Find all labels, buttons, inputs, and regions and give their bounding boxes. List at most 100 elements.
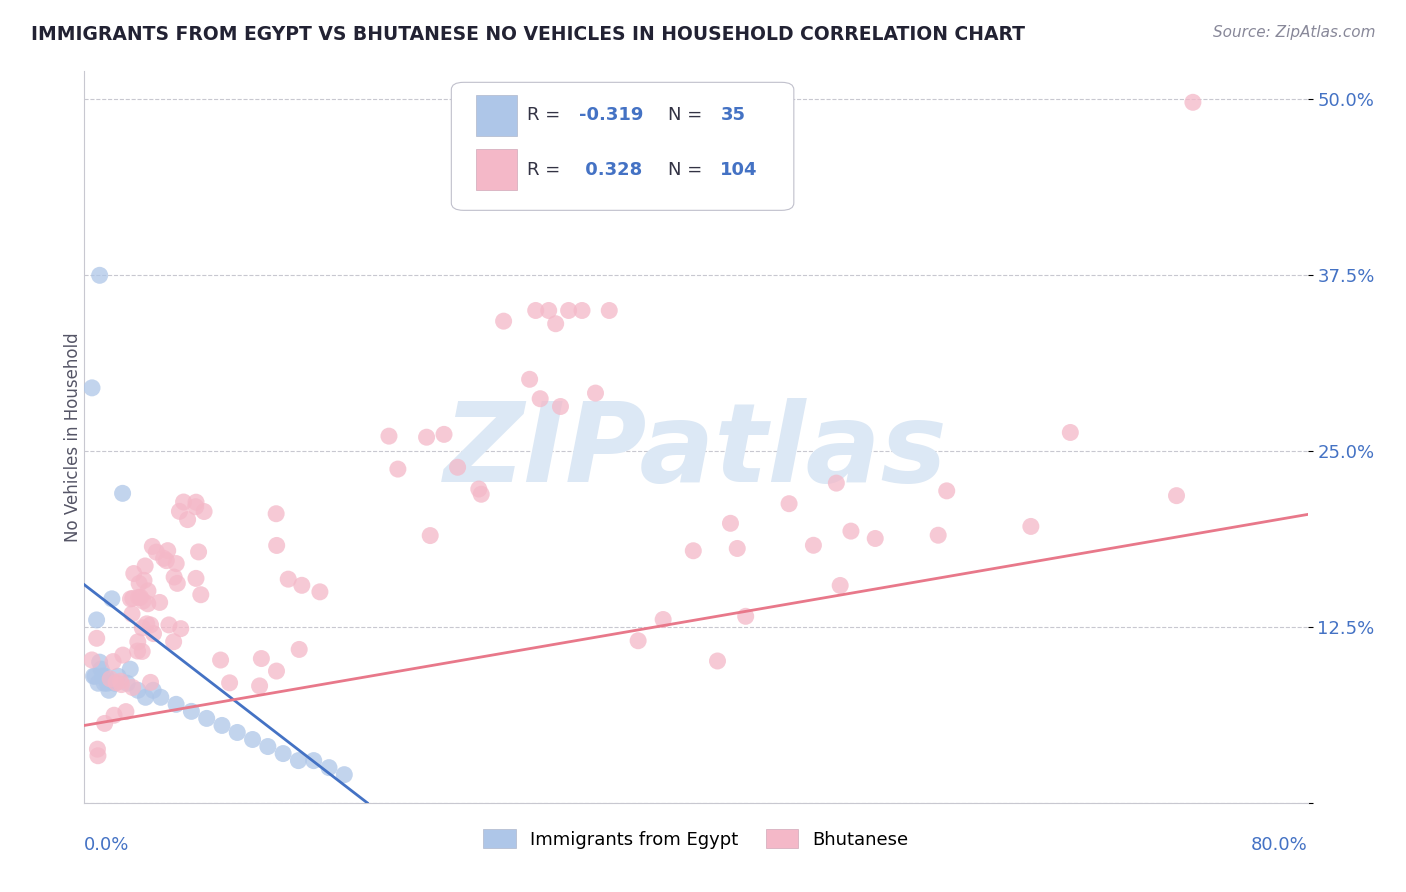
Point (101, 655, 124, 669)
Point (110, 674, 132, 689)
Point (129, 591, 152, 605)
Point (127, 635, 149, 649)
Point (378, 429, 401, 443)
Point (682, 543, 704, 558)
Text: R =: R = (527, 106, 567, 124)
Point (193, 504, 215, 518)
FancyBboxPatch shape (475, 95, 517, 136)
Point (141, 540, 163, 554)
Point (598, 303, 620, 318)
Point (122, 566, 145, 581)
Point (264, 507, 287, 521)
Point (139, 675, 162, 690)
Point (242, 732, 264, 747)
Point (734, 609, 756, 624)
Point (94, 669, 117, 683)
Point (544, 317, 567, 331)
Point (209, 653, 232, 667)
Point (266, 538, 288, 552)
Point (211, 718, 233, 732)
Text: ZIPatlas: ZIPatlas (444, 398, 948, 505)
Point (103, 708, 125, 723)
Point (537, 303, 560, 318)
Point (115, 705, 138, 719)
Point (830, 578, 852, 592)
Point (91, 669, 114, 683)
Point (825, 476, 848, 491)
FancyBboxPatch shape (451, 82, 794, 211)
Point (173, 495, 195, 509)
FancyBboxPatch shape (475, 149, 517, 190)
Point (135, 690, 157, 705)
Point (97, 683, 120, 698)
Point (101, 591, 124, 606)
Text: 104: 104 (720, 161, 758, 179)
Point (131, 644, 153, 658)
Point (288, 642, 311, 657)
Point (121, 607, 143, 621)
Point (571, 303, 593, 318)
Point (309, 585, 332, 599)
Point (165, 557, 187, 571)
Point (271, 747, 294, 761)
Point (142, 683, 165, 698)
Point (184, 571, 207, 585)
Point (166, 576, 188, 591)
Point (226, 725, 249, 739)
Point (529, 392, 551, 406)
Point (266, 664, 288, 678)
Point (433, 427, 456, 442)
Point (170, 622, 193, 636)
Point (470, 487, 492, 501)
Point (291, 578, 314, 592)
Point (110, 677, 132, 691)
Y-axis label: No Vehicles in Household: No Vehicles in Household (65, 332, 82, 542)
Point (128, 576, 150, 591)
Point (80, 381, 103, 395)
Point (927, 528, 949, 542)
Point (107, 669, 129, 683)
Point (127, 683, 149, 698)
Point (778, 497, 800, 511)
Point (318, 761, 340, 775)
Point (157, 618, 180, 632)
Point (83, 669, 105, 683)
Point (120, 662, 142, 676)
Point (468, 482, 491, 496)
Point (557, 303, 579, 318)
Point (86, 742, 108, 756)
Point (156, 543, 179, 558)
Point (87, 748, 110, 763)
Point (333, 767, 356, 781)
Point (190, 588, 212, 602)
Point (121, 591, 143, 606)
Point (519, 372, 541, 386)
Point (111, 486, 134, 500)
Point (524, 303, 547, 318)
Point (132, 574, 155, 588)
Text: 80.0%: 80.0% (1251, 836, 1308, 854)
Point (803, 538, 825, 552)
Point (415, 430, 437, 444)
Text: 0.328: 0.328 (578, 161, 641, 179)
Point (93, 676, 115, 690)
Point (302, 754, 325, 768)
Point (446, 460, 468, 475)
Point (184, 500, 207, 514)
Point (115, 676, 138, 690)
Point (139, 618, 162, 632)
Point (131, 621, 153, 635)
Point (287, 754, 309, 768)
Point (935, 483, 957, 498)
Point (169, 504, 191, 518)
Point (1059, 425, 1081, 440)
Point (105, 675, 128, 690)
Point (142, 626, 165, 640)
Point (89, 655, 111, 669)
Point (155, 554, 177, 568)
Point (492, 314, 515, 328)
Point (149, 690, 172, 705)
Point (98, 672, 121, 686)
Point (87, 676, 110, 690)
Point (585, 386, 607, 401)
